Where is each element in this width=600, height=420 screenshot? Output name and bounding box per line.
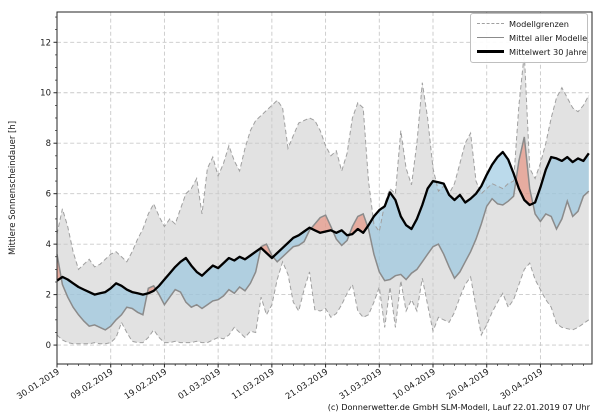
x-tick-label: 10.04.2019 xyxy=(391,367,437,402)
solid-line-swatch xyxy=(477,37,504,38)
legend: Modellgrenzen Mittel aller Modelle Mitte… xyxy=(470,13,588,63)
x-tick-label: 09.02.2019 xyxy=(69,367,115,402)
thick-line-swatch xyxy=(477,50,504,53)
x-tick-label: 20.04.2019 xyxy=(445,367,491,402)
series-line-layer xyxy=(56,53,590,345)
y-tick-label: 6 xyxy=(46,190,51,200)
legend-item-climate-mean: Mittelwert 30 Jahre xyxy=(477,46,587,57)
y-tick-label: 0 xyxy=(46,341,51,351)
x-tick-label: 19.02.2019 xyxy=(123,367,169,402)
climate-mean-30y-line xyxy=(56,150,590,296)
y-axis-title: Mittlere Sonnenscheindauer [h] xyxy=(8,121,18,255)
legend-label: Mittel aller Modelle xyxy=(509,32,588,43)
below-normal-fill xyxy=(367,152,516,281)
above-normal-fill xyxy=(349,213,368,235)
x-tick-label: 31.03.2019 xyxy=(338,367,384,402)
copyright-note: (c) Donnerwetter.de GmbH SLM-Modell, Lau… xyxy=(328,402,591,412)
model-mean-line xyxy=(56,136,590,331)
model-max-line xyxy=(56,53,590,271)
below-normal-fill xyxy=(273,227,311,262)
dashed-line-swatch xyxy=(477,23,504,24)
x-tick-label: 11.03.2019 xyxy=(230,367,276,402)
below-normal-fill xyxy=(532,153,589,230)
above-normal-fill xyxy=(260,244,274,259)
legend-item-model-mean: Mittel aller Modelle xyxy=(477,32,587,43)
x-tick-label: 30.01.2019 xyxy=(15,367,61,402)
y-tick-label: 4 xyxy=(46,240,51,250)
x-tick-label: 30.04.2019 xyxy=(499,367,545,402)
y-tick-label: 8 xyxy=(46,139,51,149)
y-tick-label: 10 xyxy=(40,89,51,99)
plot-border xyxy=(56,11,593,365)
legend-item-model-bounds: Modellgrenzen xyxy=(477,18,581,29)
legend-label: Modellgrenzen xyxy=(509,18,569,29)
y-tick-label: 12 xyxy=(40,38,51,48)
legend-label: Mittelwert 30 Jahre xyxy=(509,46,587,57)
x-tick-label: 21.03.2019 xyxy=(284,367,330,402)
y-tick-label: 2 xyxy=(46,291,51,301)
above-normal-fill xyxy=(515,136,533,206)
x-tick-label: 01.03.2019 xyxy=(177,367,223,402)
